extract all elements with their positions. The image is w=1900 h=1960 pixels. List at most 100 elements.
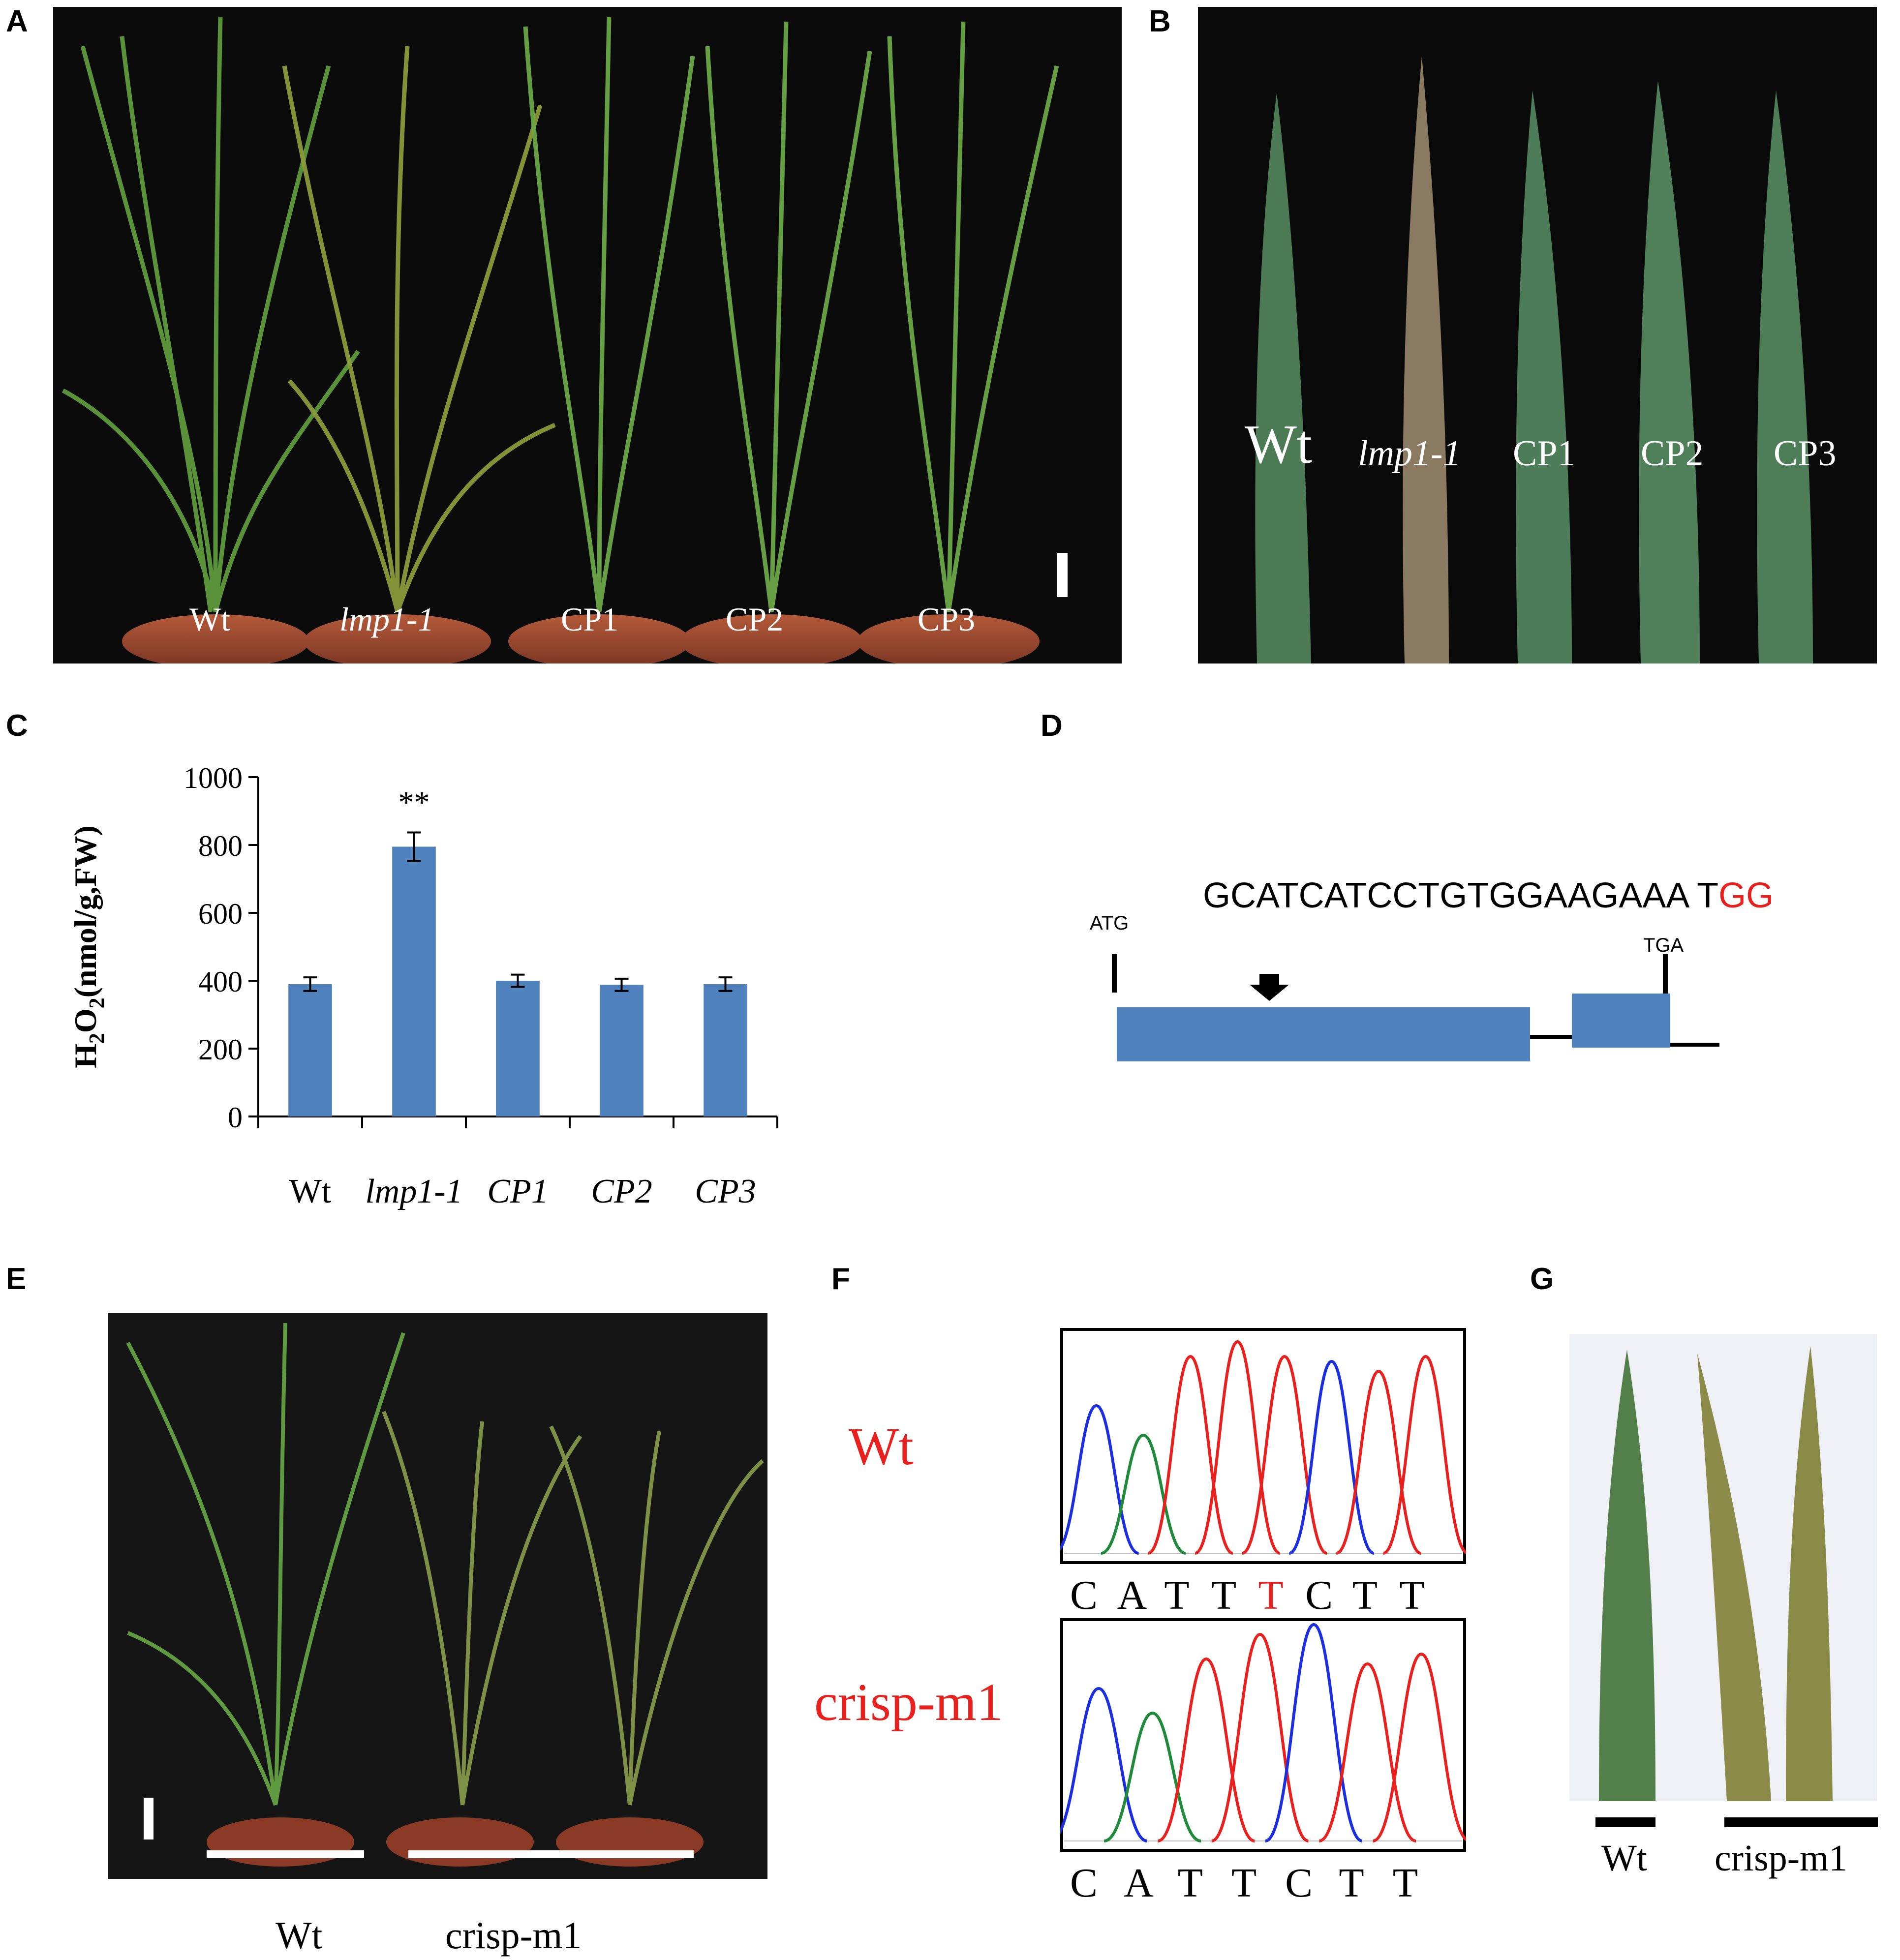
panel-b-label-lmp1: lmp1-1 <box>1358 433 1461 474</box>
panel-a-label-lmp1: lmp1-1 <box>339 601 434 638</box>
mutant-underline <box>408 1850 694 1858</box>
significance-annotation: ** <box>398 784 430 819</box>
wt-underline <box>207 1850 364 1858</box>
y-tick-label: 600 <box>198 898 243 930</box>
trace-peak-A <box>1101 1433 1186 1555</box>
panel-a-label-cp2: CP2 <box>726 601 784 638</box>
plant-photo-art <box>61 16 1068 663</box>
panel-label-d: D <box>1041 709 1063 743</box>
trace-peak-C <box>1288 1359 1375 1555</box>
y-axis-label: H2O2(nmol/g,FW) <box>68 825 109 1068</box>
base-call: A <box>1124 1860 1154 1906</box>
panel-label-g: G <box>1530 1262 1554 1296</box>
leaf-photo-art <box>1255 56 1813 663</box>
exon-2 <box>1572 994 1670 1048</box>
trace-peak-A <box>1103 1711 1201 1842</box>
y-tick-label: 400 <box>198 965 243 998</box>
y-tick-label: 800 <box>198 830 243 862</box>
tga-tick <box>1663 954 1668 1003</box>
trace-peak-C <box>1060 1404 1139 1555</box>
atg-label: ATG <box>1090 912 1129 934</box>
bar-CP3 <box>704 984 747 1116</box>
base-call: T <box>1211 1572 1237 1618</box>
tga-label: TGA <box>1643 935 1684 956</box>
bar-CP2 <box>600 985 644 1116</box>
panel-a-label-wt: Wt <box>189 601 231 638</box>
trace-peak-T <box>1241 1355 1328 1555</box>
panel-label-e: E <box>6 1262 27 1296</box>
base-call: C <box>1070 1572 1098 1618</box>
x-tick-label: CP2 <box>591 1173 652 1210</box>
crisp-plant-art <box>126 1323 764 1867</box>
base-call: T <box>1258 1572 1284 1618</box>
mutant-trace-label: crisp-m1 <box>814 1673 1003 1732</box>
target-arrow-icon <box>1250 974 1289 1001</box>
base-call: C <box>1070 1860 1098 1906</box>
trace-peak-C <box>1265 1623 1363 1842</box>
bar-CP1 <box>496 981 540 1116</box>
x-tick-label: CP3 <box>695 1173 756 1210</box>
x-tick-label: Wt <box>289 1173 332 1210</box>
base-call: T <box>1352 1572 1378 1618</box>
chromatogram-frame <box>1060 1328 1466 1564</box>
panel-g-leaf-photo <box>1569 1334 1877 1801</box>
x-tick-label: CP1 <box>487 1173 548 1210</box>
panel-g-label-mutant: crisp-m1 <box>1715 1838 1848 1879</box>
g-wt-bar <box>1595 1817 1655 1827</box>
crisp-leaf-art <box>1599 1346 1833 1801</box>
base-call: C <box>1285 1860 1313 1906</box>
scale-bar <box>1057 553 1068 597</box>
panel-label-b: B <box>1149 4 1171 38</box>
h2o2-bar-chart: 0 200 400 600 800 1000 H2O2(nmol/g,FW) Wt lmp1-1… <box>68 762 778 1210</box>
base-call: T <box>1177 1860 1203 1906</box>
y-tick-label: 0 <box>228 1101 243 1134</box>
base-call: T <box>1164 1572 1190 1618</box>
trace-peak-T <box>1372 1652 1466 1842</box>
guide-sequence-black: GCATCATCCTGTGGAAGAAA T <box>1203 876 1719 915</box>
base-call: T <box>1392 1860 1418 1906</box>
panel-e-plant-photo <box>108 1313 767 1879</box>
wt-chromatogram <box>1060 1328 1466 1564</box>
trace-peak-T <box>1336 1369 1422 1555</box>
panel-b-label-cp3: CP3 <box>1774 433 1837 474</box>
panel-e-label-mutant: crisp-m1 <box>445 1914 582 1957</box>
base-call: T <box>1339 1860 1364 1906</box>
chromatogram-frame <box>1060 1618 1466 1852</box>
trace-peak-T <box>1318 1662 1416 1842</box>
base-call: C <box>1305 1572 1333 1618</box>
panel-a-label-cp3: CP3 <box>918 601 976 638</box>
trace-peak-T <box>1157 1657 1256 1842</box>
x-tick-label: lmp1-1 <box>365 1173 462 1210</box>
panel-b-label-cp2: CP2 <box>1641 433 1704 474</box>
intron-line-1 <box>1530 1035 1572 1039</box>
panel-a-plant-photo <box>53 7 1122 663</box>
gene-model <box>1112 954 1719 1061</box>
wt-trace-label: Wt <box>849 1417 914 1476</box>
trace-peak-T <box>1211 1632 1309 1842</box>
base-call: T <box>1231 1860 1257 1906</box>
scale-bar-e <box>144 1798 153 1839</box>
base-call: T <box>1399 1572 1425 1618</box>
y-tick-label: 1000 <box>184 762 243 794</box>
panel-g-label-wt: Wt <box>1601 1838 1647 1879</box>
panel-b-label-wt: Wt <box>1245 414 1312 475</box>
trace-peak-T <box>1195 1340 1281 1555</box>
y-tick-label: 200 <box>198 1033 243 1066</box>
base-call: A <box>1117 1572 1147 1618</box>
bar-lmp1-1 <box>392 846 436 1116</box>
mutant-chromatogram <box>1060 1618 1466 1852</box>
guide-sequence-pam: GG <box>1718 876 1774 915</box>
panel-label-f: F <box>831 1262 850 1296</box>
panel-b-leaf-photo <box>1198 7 1877 663</box>
panel-a-label-cp1: CP1 <box>561 601 619 638</box>
panel-label-c: C <box>6 709 28 743</box>
guide-sequence: GCATCATCCTGTGGAAGAAA TGG <box>1203 875 1774 916</box>
panel-label-a: A <box>6 4 28 38</box>
utr-line <box>1670 1043 1719 1047</box>
bar-Wt <box>288 984 332 1116</box>
g-mutant-bar <box>1724 1817 1878 1827</box>
trace-peak-T <box>1382 1355 1466 1555</box>
exon-1 <box>1117 1007 1530 1061</box>
